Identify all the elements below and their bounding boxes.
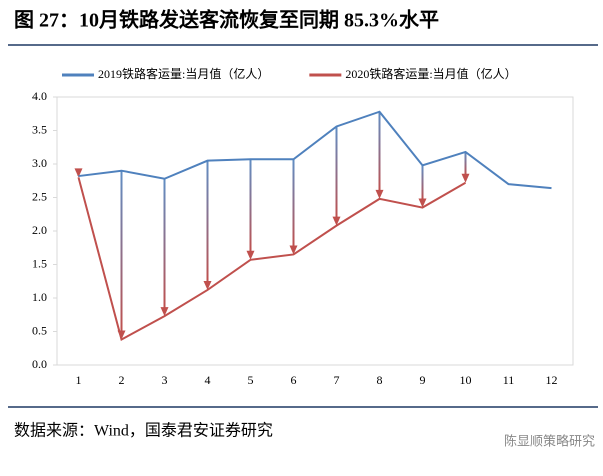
y-tick-label: 0.0 (32, 357, 47, 371)
x-tick-label: 1 (76, 373, 82, 387)
y-tick-label: 1.5 (32, 256, 47, 270)
y-tick-label: 2.5 (32, 189, 47, 203)
watermark: 陈显顺策略研究 (504, 434, 595, 450)
x-tick-label: 9 (420, 373, 426, 387)
x-tick-label: 3 (162, 373, 168, 387)
y-tick-label: 3.0 (32, 156, 47, 170)
x-tick-label: 8 (377, 373, 383, 387)
source: 数据来源：Wind，国泰君安证券研究 (14, 422, 273, 440)
x-tick-label: 7 (334, 373, 340, 387)
y-tick-label: 3.5 (32, 122, 47, 136)
arrow-head (376, 190, 384, 199)
x-tick-label: 4 (205, 373, 211, 387)
y-tick-label: 2.0 (32, 223, 47, 237)
y-tick-label: 0.5 (32, 323, 47, 337)
x-tick-label: 10 (460, 373, 472, 387)
arrow-head (462, 174, 470, 183)
y-tick-label: 4.0 (32, 89, 47, 103)
chart-title: 图 27：10月铁路发送客流恢复至同期 85.3%水平 (14, 8, 439, 32)
x-tick-label: 5 (248, 373, 254, 387)
legend-label: 2019铁路客运量:当月值（亿人） (98, 66, 269, 81)
plot-frame (57, 97, 573, 365)
x-tick-label: 11 (503, 373, 515, 387)
x-tick-label: 2 (119, 373, 125, 387)
x-tick-label: 6 (291, 373, 297, 387)
series-line (79, 177, 466, 339)
y-tick-label: 1.0 (32, 290, 47, 304)
legend-label: 2020铁路客运量:当月值（亿人） (345, 66, 516, 81)
series-line (79, 112, 552, 188)
x-tick-label: 12 (546, 373, 558, 387)
